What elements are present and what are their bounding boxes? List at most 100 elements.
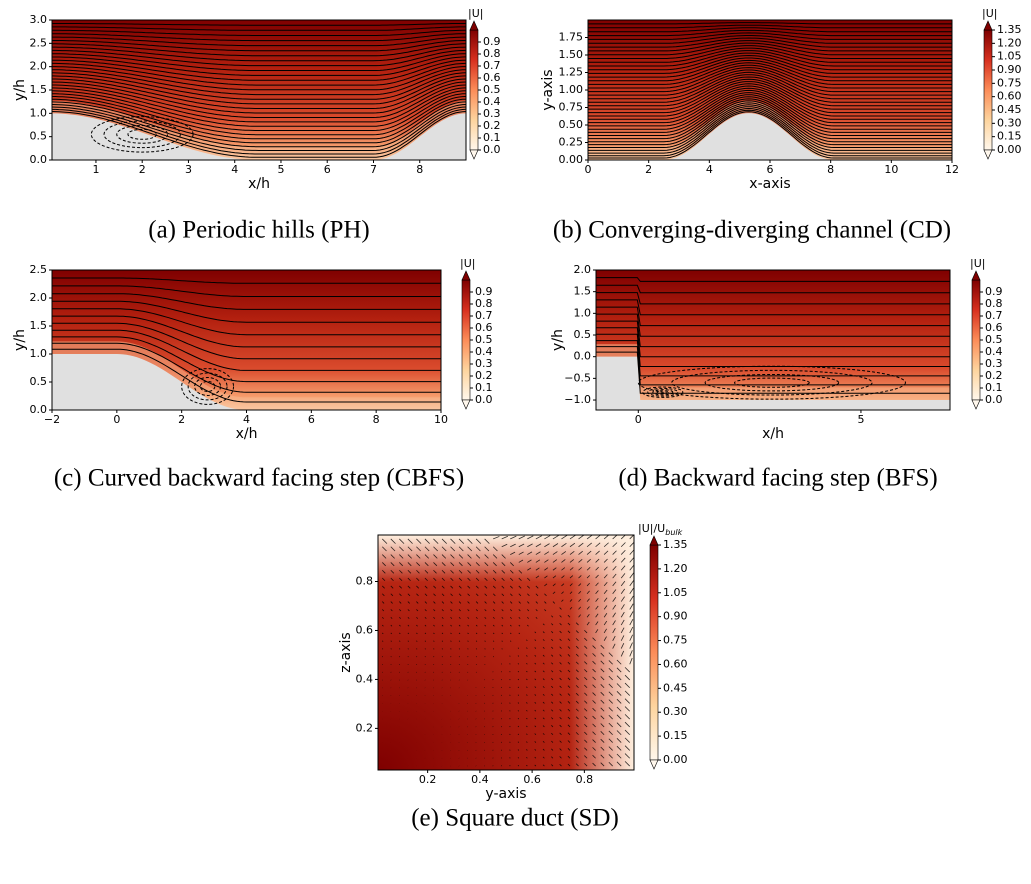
vector — [450, 616, 453, 619]
vector — [390, 632, 393, 635]
vector — [616, 706, 622, 712]
vector — [534, 764, 537, 767]
streamline — [588, 83, 952, 117]
vector — [584, 653, 588, 657]
vector — [467, 546, 473, 552]
vector — [629, 626, 634, 634]
colorbar-tick-label: 0.90 — [663, 610, 688, 623]
vector — [467, 624, 470, 627]
streamline — [52, 29, 466, 36]
vector — [509, 569, 514, 574]
vector — [501, 535, 509, 540]
vector — [416, 554, 421, 559]
vector — [390, 656, 392, 658]
vector — [629, 657, 633, 665]
vector — [517, 725, 520, 728]
field — [588, 20, 952, 160]
field — [52, 270, 441, 410]
vector — [441, 585, 445, 589]
vector — [592, 692, 596, 696]
vector — [492, 624, 495, 627]
vector — [433, 609, 436, 612]
vector — [441, 616, 444, 619]
colorbar-tick-label: 0.60 — [663, 657, 688, 670]
vector — [416, 648, 418, 650]
vector — [561, 535, 568, 540]
vector — [586, 582, 590, 587]
vector — [629, 588, 634, 594]
vector — [551, 717, 554, 720]
vector — [559, 701, 562, 704]
vector — [441, 538, 447, 544]
streamline — [588, 37, 952, 48]
colorbar-tick-label: 0.2 — [483, 119, 501, 132]
caption: (a) Periodic hills (PH) — [148, 217, 369, 244]
vector — [603, 574, 608, 579]
vector — [509, 757, 511, 759]
vector — [567, 654, 571, 657]
streamline — [588, 111, 952, 159]
vector — [501, 585, 505, 589]
vector — [575, 638, 579, 642]
x-tick-label: 0.8 — [576, 773, 594, 786]
streamline — [596, 351, 950, 394]
vector — [575, 677, 579, 681]
vector — [450, 593, 453, 597]
y-tick-label: 0.6 — [356, 623, 374, 636]
vector — [535, 601, 538, 604]
vector — [526, 709, 528, 712]
y-tick-label: 0.4 — [356, 672, 374, 685]
vector — [475, 616, 478, 619]
streamline — [52, 322, 441, 360]
vector — [492, 640, 495, 642]
vector — [475, 546, 481, 552]
streamline — [52, 62, 466, 86]
vector — [475, 640, 478, 642]
vector — [569, 542, 576, 548]
vector — [509, 725, 511, 728]
vector — [381, 554, 387, 559]
vector — [578, 598, 582, 602]
streamline — [52, 78, 466, 109]
vector — [450, 648, 452, 650]
vector — [600, 723, 605, 728]
vector — [475, 624, 478, 627]
vector — [567, 685, 571, 689]
colorbar-tick-label: 1.35 — [663, 538, 688, 551]
vector — [467, 648, 469, 650]
streamline — [588, 32, 952, 40]
panel: 0 5−1.0−0.50.00.51.01.52.0x/hy/h0.00.10.2… — [550, 257, 1003, 492]
vector — [518, 543, 525, 548]
streamline — [52, 43, 466, 57]
streamline — [52, 106, 466, 151]
vector — [534, 686, 537, 689]
streamline — [588, 54, 952, 74]
field — [596, 270, 950, 410]
vector — [407, 562, 412, 567]
vector — [534, 741, 537, 743]
vector — [578, 591, 582, 595]
vector — [592, 676, 596, 681]
vector — [575, 732, 579, 736]
vector — [584, 661, 588, 665]
colorbar-label-main: |U|/U — [638, 522, 665, 535]
vector — [518, 601, 521, 604]
vector — [592, 747, 596, 751]
vector — [629, 564, 634, 571]
streamline — [588, 22, 952, 25]
recirculation — [652, 389, 674, 396]
vector — [492, 648, 495, 650]
colorbar-tick-label: 0.6 — [985, 321, 1003, 334]
plot-frame — [595, 269, 951, 411]
vector — [399, 624, 401, 627]
vector — [612, 604, 617, 610]
vector — [567, 622, 571, 626]
vector — [381, 546, 387, 552]
vector — [559, 740, 562, 743]
vector — [381, 616, 384, 619]
streamline — [588, 62, 952, 85]
colorbar-tick-label: 0.2 — [985, 369, 1003, 382]
vector — [484, 624, 487, 627]
vector — [526, 686, 528, 689]
